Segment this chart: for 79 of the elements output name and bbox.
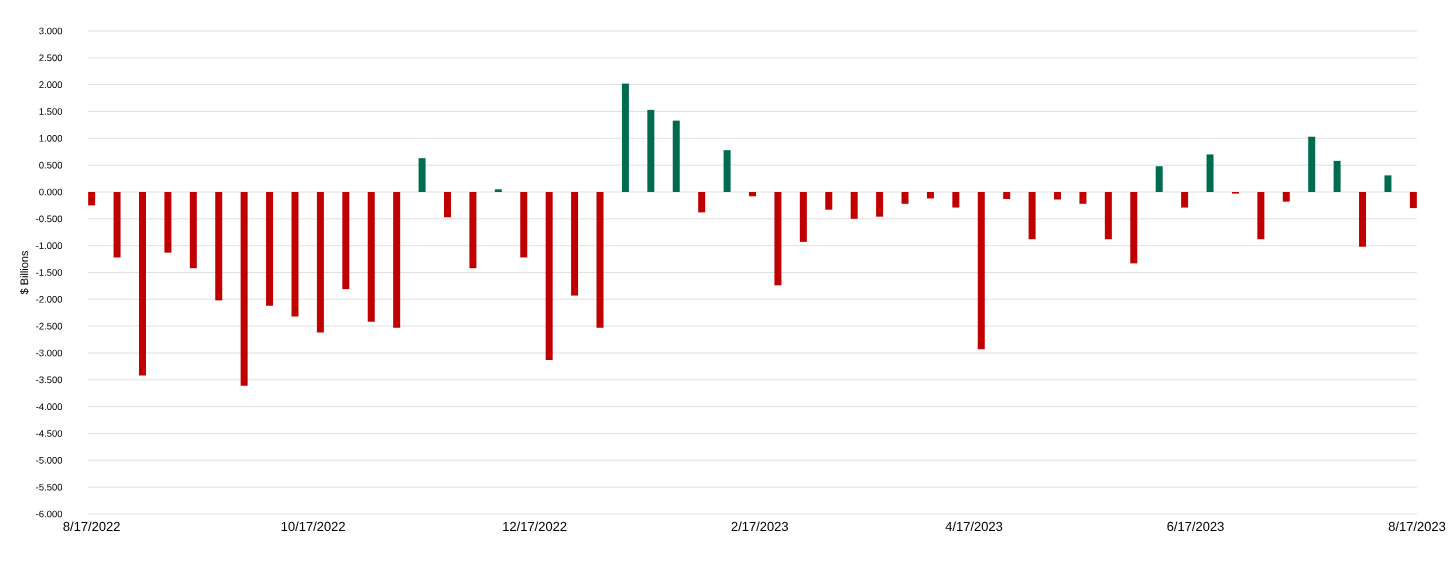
bar bbox=[1409, 191, 1417, 209]
x-tick-label: 12/17/2022 bbox=[503, 521, 567, 532]
y-tick-label: -4.500 bbox=[36, 430, 63, 437]
bar bbox=[88, 191, 96, 206]
bar bbox=[647, 109, 655, 192]
bar bbox=[1384, 175, 1392, 192]
bar bbox=[850, 191, 858, 219]
bar bbox=[571, 191, 579, 296]
y-tick-label: 0.000 bbox=[39, 188, 63, 196]
bar bbox=[342, 191, 350, 290]
y-tick-label: -0.500 bbox=[36, 215, 63, 223]
bar bbox=[1181, 191, 1189, 208]
bar bbox=[113, 191, 121, 258]
bar bbox=[367, 191, 375, 322]
bar bbox=[291, 191, 299, 317]
bar bbox=[444, 191, 451, 218]
bar bbox=[876, 191, 884, 217]
bar bbox=[1054, 191, 1062, 200]
y-tick-label: -3.500 bbox=[36, 376, 63, 384]
bar bbox=[469, 191, 477, 269]
bar bbox=[266, 191, 274, 306]
y-tick-label: 2.000 bbox=[39, 81, 63, 89]
x-tick-label: 2/17/2023 bbox=[731, 521, 789, 532]
y-tick-label: 1.000 bbox=[39, 134, 63, 142]
bar bbox=[316, 191, 324, 333]
bar bbox=[1003, 191, 1011, 199]
bar bbox=[621, 83, 629, 192]
bar bbox=[1079, 191, 1087, 204]
bar bbox=[749, 191, 757, 197]
bar bbox=[977, 191, 985, 350]
bar bbox=[774, 191, 782, 286]
x-tick-label: 4/17/2023 bbox=[945, 521, 1003, 532]
bar bbox=[520, 191, 528, 258]
bar bbox=[952, 191, 960, 208]
bar bbox=[138, 191, 146, 376]
bar bbox=[418, 158, 426, 192]
bar bbox=[723, 150, 731, 192]
y-tick-label: -5.500 bbox=[36, 483, 63, 491]
bar bbox=[215, 191, 223, 301]
bar bbox=[596, 191, 604, 328]
bar bbox=[1282, 191, 1290, 202]
y-tick-label: 1.500 bbox=[39, 108, 63, 115]
bar bbox=[1028, 191, 1036, 240]
bar bbox=[799, 191, 807, 242]
y-tick-label: 0.500 bbox=[39, 161, 63, 169]
x-tick-label: 8/17/2022 bbox=[63, 521, 120, 532]
bar bbox=[1359, 191, 1367, 247]
bar bbox=[1130, 191, 1138, 264]
bar bbox=[672, 120, 680, 192]
bar bbox=[1308, 136, 1316, 192]
bar bbox=[825, 191, 833, 210]
y-tick-label: -3.000 bbox=[36, 349, 63, 357]
x-tick-label: 8/17/2023 bbox=[1388, 521, 1446, 532]
y-tick-label: -6.000 bbox=[36, 510, 63, 518]
bar bbox=[698, 191, 706, 213]
x-tick-label: 10/17/2022 bbox=[281, 521, 345, 532]
bar bbox=[393, 191, 401, 328]
bar bbox=[1257, 191, 1265, 240]
x-tick-label: 6/17/2023 bbox=[1167, 521, 1224, 532]
bar bbox=[240, 191, 248, 386]
bar bbox=[164, 191, 172, 253]
bar bbox=[1155, 166, 1163, 192]
y-tick-label: 2.500 bbox=[39, 54, 63, 62]
bar bbox=[1104, 191, 1112, 240]
bar bbox=[545, 191, 553, 360]
bar bbox=[926, 191, 934, 199]
y-tick-label: -5.000 bbox=[36, 456, 63, 464]
y-tick-label: -2.500 bbox=[36, 322, 63, 330]
y-axis-title: $ Billions bbox=[19, 250, 29, 295]
bar bbox=[1333, 160, 1341, 192]
y-tick-label: -4.000 bbox=[36, 403, 63, 411]
y-tick-label: -2.000 bbox=[36, 295, 63, 303]
y-tick-label: -1.000 bbox=[36, 242, 63, 250]
bar bbox=[901, 191, 909, 204]
bar bbox=[1206, 154, 1214, 192]
bar bbox=[494, 189, 502, 192]
bar bbox=[189, 191, 197, 269]
y-tick-label: 3.000 bbox=[39, 27, 63, 35]
y-tick-label: -1.500 bbox=[36, 269, 63, 276]
